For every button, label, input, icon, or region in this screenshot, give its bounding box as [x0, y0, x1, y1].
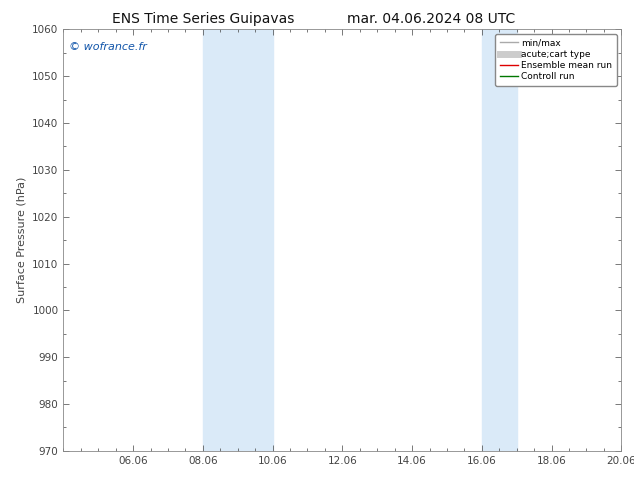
- Y-axis label: Surface Pressure (hPa): Surface Pressure (hPa): [16, 177, 27, 303]
- Text: mar. 04.06.2024 08 UTC: mar. 04.06.2024 08 UTC: [347, 12, 515, 26]
- Text: ENS Time Series Guipavas: ENS Time Series Guipavas: [112, 12, 294, 26]
- Legend: min/max, acute;cart type, Ensemble mean run, Controll run: min/max, acute;cart type, Ensemble mean …: [495, 34, 617, 86]
- Bar: [203, 29, 273, 451]
- Bar: [482, 29, 517, 451]
- Text: © wofrance.fr: © wofrance.fr: [69, 42, 147, 52]
